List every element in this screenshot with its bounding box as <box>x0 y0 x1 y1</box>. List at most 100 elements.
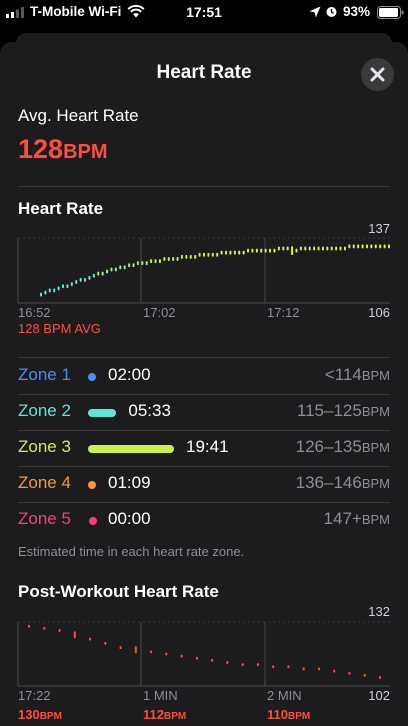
hr-point <box>106 269 109 274</box>
zone-time: 01:09 <box>108 473 151 492</box>
zone-range-unit: BPM <box>361 368 390 383</box>
hr-point <box>44 290 47 295</box>
hr-point <box>172 256 175 261</box>
zone-row-4: Zone 4 01:09 136–146BPM <box>18 467 390 503</box>
hr-point <box>339 246 342 251</box>
hr-point <box>374 244 377 249</box>
modal-sheet <box>0 42 408 726</box>
hr-point <box>141 261 144 266</box>
hr-point <box>189 254 192 259</box>
zone-range-value: 126–135 <box>295 437 362 456</box>
hr-point <box>163 256 166 261</box>
hr-point <box>110 267 113 272</box>
zone-row-3: Zone 3 19:41 126–135BPM <box>18 431 390 467</box>
hr-point <box>167 256 170 261</box>
hr-point <box>299 246 302 251</box>
post-x-label-3: 2 MIN <box>267 688 302 703</box>
post-value-1-number: 130 <box>18 707 40 722</box>
zone-name: Zone 3 <box>18 437 71 456</box>
hr-point <box>132 263 135 268</box>
post-value-2-unit: BPM <box>163 711 187 722</box>
post-x-label-2: 1 MIN <box>143 688 178 703</box>
zone-range-value: 147+ <box>323 509 362 528</box>
zone-range-value: 136–146 <box>295 473 362 492</box>
hr-point <box>154 259 157 264</box>
post-point <box>28 624 30 628</box>
hr-point <box>264 248 267 253</box>
post-point <box>195 656 198 660</box>
zone-name: Zone 5 <box>18 509 71 528</box>
hr-point <box>277 246 280 251</box>
hr-y-min: 106 <box>368 305 390 320</box>
hr-x-label-2: 17:02 <box>143 305 176 320</box>
zone-name: Zone 4 <box>18 473 71 492</box>
hr-point <box>180 254 183 259</box>
post-point <box>43 626 46 630</box>
hr-point <box>216 252 219 257</box>
post-point <box>302 667 305 671</box>
hr-point <box>92 273 95 278</box>
post-point <box>241 663 244 667</box>
hr-point <box>255 248 258 253</box>
zone-bar <box>88 409 117 417</box>
post-point <box>287 665 290 669</box>
hr-point <box>229 250 232 255</box>
hr-point <box>251 248 254 253</box>
hr-point <box>211 252 214 257</box>
avg-heart-rate-value: 128BPM <box>18 134 108 165</box>
post-value-2-number: 112 <box>143 707 164 722</box>
zone-divider <box>18 466 390 467</box>
hr-point <box>233 250 236 255</box>
post-value-1-unit: BPM <box>39 711 62 722</box>
post-point <box>104 641 107 645</box>
zone-row-1: Zone 1 02:00 <114BPM <box>18 359 390 395</box>
battery-icon <box>377 6 404 19</box>
post-value-3-unit: BPM <box>287 711 311 722</box>
hr-point <box>273 248 276 253</box>
hr-point <box>220 250 223 255</box>
hr-point <box>202 252 205 257</box>
zone-divider <box>18 502 390 503</box>
post-point <box>226 661 229 665</box>
zone-bar <box>88 445 174 453</box>
wifi-icon <box>127 5 145 18</box>
battery-percent: 93% <box>343 4 371 19</box>
clock: 17:51 <box>186 4 222 20</box>
hr-point <box>145 261 148 266</box>
zone-time: 19:41 <box>186 437 229 456</box>
hr-point <box>128 263 131 268</box>
zone-bar <box>89 517 97 525</box>
post-point <box>150 650 153 654</box>
zone-divider <box>18 394 390 395</box>
close-button[interactable] <box>361 58 394 91</box>
zone-range: <114BPM <box>325 365 390 385</box>
post-x-label-1: 17:22 <box>18 688 51 703</box>
hr-point <box>388 244 390 249</box>
post-point <box>256 663 259 667</box>
zone-time: 02:00 <box>108 365 151 384</box>
post-value-3: 110BPM <box>267 707 310 722</box>
hr-y-max: 137 <box>368 221 390 236</box>
hr-x-label-3: 17:12 <box>267 305 300 320</box>
post-point <box>89 637 92 641</box>
hr-point <box>136 261 139 266</box>
hr-point <box>348 244 351 249</box>
hr-point <box>343 246 346 251</box>
hr-avg-text: 128 BPM AVG <box>18 321 101 336</box>
hr-point <box>62 284 65 289</box>
avg-heart-rate-label: Avg. Heart Rate <box>18 106 139 125</box>
hr-point <box>185 254 188 259</box>
hr-point <box>357 244 360 249</box>
post-point <box>119 646 122 650</box>
zone-row-5: Zone 5 00:00 147+BPM <box>18 503 390 539</box>
post-workout-title: Post-Workout Heart Rate <box>18 582 219 601</box>
hr-point <box>247 248 250 253</box>
hr-point <box>176 256 179 261</box>
zone-bar <box>88 373 96 381</box>
hr-point <box>352 244 355 249</box>
hr-point <box>79 277 82 282</box>
hr-x-label-1: 16:52 <box>18 305 51 320</box>
hr-point <box>238 250 241 255</box>
hr-point <box>308 246 311 251</box>
zone-range-value: <114 <box>324 365 362 384</box>
